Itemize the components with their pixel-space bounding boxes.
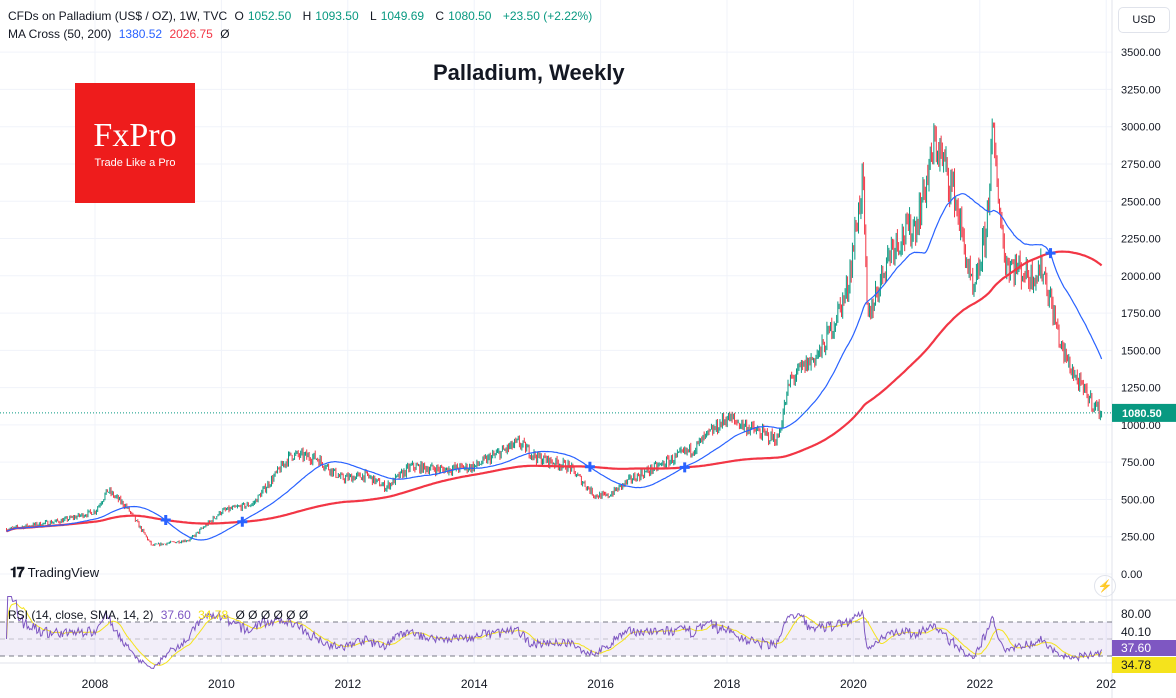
time-tick-label: 2020 <box>840 677 867 691</box>
time-tick-label: 2010 <box>208 677 235 691</box>
logo-brand: FxPro <box>93 117 177 154</box>
ma-cross-marker <box>160 515 171 526</box>
time-tick-label: 2016 <box>587 677 614 691</box>
price-tick-label: 3500.00 <box>1121 47 1161 59</box>
fxpro-logo: FxPro Trade Like a Pro <box>75 83 195 203</box>
price-tick-label: 1000.00 <box>1121 420 1161 432</box>
time-tick-label: 2018 <box>714 677 741 691</box>
price-tick-label: 2750.00 <box>1121 159 1161 171</box>
rsi-sma-value: 34.78 <box>198 608 229 622</box>
ma-legend: MA Cross (50, 200) 1380.52 2026.75 Ø <box>8 27 234 41</box>
price-tick-label: 1500.00 <box>1121 345 1161 357</box>
ma-extra: Ø <box>220 27 230 41</box>
price-tick-label: 3250.00 <box>1121 84 1161 96</box>
ma-cross-marker <box>679 462 690 473</box>
rsi-sma-badge <box>1112 657 1176 673</box>
time-tick-label: 2022 <box>966 677 993 691</box>
rsi-axis-label: 40.10 <box>1121 625 1151 639</box>
chart-title: Palladium, Weekly <box>433 60 625 85</box>
rsi-value: 37.60 <box>160 608 191 622</box>
ma-cross-marker <box>1045 248 1056 259</box>
price-tick-label: 2000.00 <box>1121 271 1161 283</box>
price-tick-label: 500.00 <box>1121 494 1155 506</box>
ma200-value: 2026.75 <box>169 27 213 41</box>
time-tick-label: 2012 <box>334 677 361 691</box>
rsi-legend: RSI (14, close, SMA, 14, 2) 37.60 34.78 … <box>8 608 312 622</box>
logo-tagline: Trade Like a Pro <box>94 157 176 169</box>
currency-button[interactable]: USD <box>1118 7 1170 33</box>
watermark-text: TradingView <box>27 565 100 580</box>
change-value: +23.50 (+2.22%) <box>502 9 593 23</box>
rsi-axis-label: 34.78 <box>1121 658 1151 672</box>
price-tick-label: 1250.00 <box>1121 383 1161 395</box>
rsi-extras: Ø Ø Ø Ø Ø Ø <box>235 608 309 622</box>
close-value: 1080.50 <box>448 9 492 23</box>
ma-label[interactable]: MA Cross (50, 200) <box>8 27 112 41</box>
last-price-badge <box>1112 403 1176 422</box>
tradingview-logo-icon: 𝟏𝟕 <box>10 564 25 580</box>
ma-cross-marker <box>237 516 248 527</box>
ma50-line <box>6 193 1103 541</box>
rsi-label[interactable]: RSI (14, close, SMA, 14, 2) <box>8 608 154 622</box>
price-tick-label: 1750.00 <box>1121 308 1161 320</box>
flash-icon[interactable]: ⚡ <box>1094 575 1116 597</box>
time-tick-label: 202 <box>1096 677 1116 691</box>
rsi-axis-label: 37.60 <box>1121 641 1151 655</box>
time-tick-label: 2014 <box>461 677 488 691</box>
tradingview-watermark[interactable]: 𝟏𝟕 TradingView <box>10 564 99 581</box>
rsi-last-badge <box>1112 640 1176 656</box>
gridlines <box>0 0 1112 663</box>
high-value: 1093.50 <box>315 9 359 23</box>
low-value: 1049.69 <box>380 9 425 23</box>
close-label: C <box>435 9 445 23</box>
time-tick-label: 2008 <box>82 677 109 691</box>
ma200-line <box>6 250 1103 533</box>
open-label: O <box>234 9 244 23</box>
ma50-value: 1380.52 <box>118 27 163 41</box>
price-tick-label: 750.00 <box>1121 457 1155 469</box>
low-label: L <box>370 9 377 23</box>
price-tick-label: 250.00 <box>1121 532 1155 544</box>
rsi-line <box>6 596 1103 670</box>
price-tick-label: 0.00 <box>1121 569 1142 581</box>
symbol-name[interactable]: CFDs on Palladium (US$ / OZ), 1W, TVC <box>8 9 228 23</box>
open-value: 1052.50 <box>247 9 292 23</box>
price-tick-label: 2250.00 <box>1121 234 1161 246</box>
price-tick-label: 2500.00 <box>1121 196 1161 208</box>
ma-cross-marker <box>584 461 595 472</box>
price-tick-label: 3000.00 <box>1121 122 1161 134</box>
high-label: H <box>302 9 312 23</box>
last-price-label: 1080.50 <box>1122 408 1162 420</box>
candles <box>6 118 1103 547</box>
rsi-axis-label: 80.00 <box>1121 607 1151 621</box>
